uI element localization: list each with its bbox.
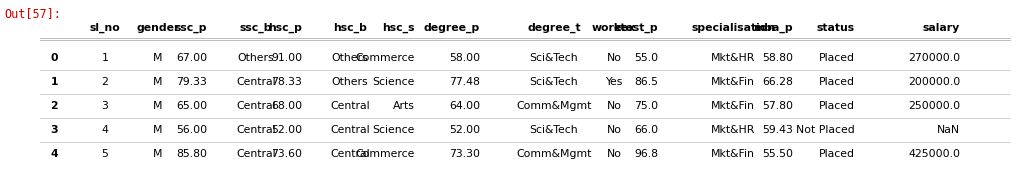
Text: Central: Central xyxy=(236,125,275,135)
Text: M: M xyxy=(153,101,163,111)
Text: 58.00: 58.00 xyxy=(449,53,480,63)
Text: Mkt&Fin: Mkt&Fin xyxy=(711,101,755,111)
Text: Commerce: Commerce xyxy=(356,149,415,159)
Text: M: M xyxy=(153,149,163,159)
Text: Others: Others xyxy=(331,53,369,63)
Text: 2: 2 xyxy=(51,101,58,111)
Text: 2: 2 xyxy=(102,77,109,87)
Text: Mkt&HR: Mkt&HR xyxy=(711,53,755,63)
Text: Central: Central xyxy=(330,125,370,135)
Text: Placed: Placed xyxy=(819,77,855,87)
Text: 96.8: 96.8 xyxy=(634,149,658,159)
Text: Out[57]:: Out[57]: xyxy=(4,7,61,20)
Text: NaN: NaN xyxy=(937,125,960,135)
Text: Placed: Placed xyxy=(819,101,855,111)
Text: salary: salary xyxy=(923,23,960,33)
Text: 55.50: 55.50 xyxy=(762,149,793,159)
Text: mba_p: mba_p xyxy=(754,23,793,33)
Text: Central: Central xyxy=(236,101,275,111)
Text: 65.00: 65.00 xyxy=(176,101,207,111)
Text: gender: gender xyxy=(136,23,180,33)
Text: Arts: Arts xyxy=(393,101,415,111)
Text: 425000.0: 425000.0 xyxy=(908,149,960,159)
Text: hsc_p: hsc_p xyxy=(268,23,302,33)
Text: degree_t: degree_t xyxy=(527,23,581,33)
Text: No: No xyxy=(607,149,622,159)
Text: 59.43: 59.43 xyxy=(762,125,793,135)
Text: ssc_p: ssc_p xyxy=(175,23,207,33)
Text: 68.00: 68.00 xyxy=(271,101,302,111)
Text: Sci&Tech: Sci&Tech xyxy=(529,77,578,87)
Text: 85.80: 85.80 xyxy=(176,149,207,159)
Text: Others: Others xyxy=(331,77,369,87)
Text: 3: 3 xyxy=(102,101,109,111)
Text: 73.60: 73.60 xyxy=(271,149,302,159)
Text: specialisation: specialisation xyxy=(691,23,775,33)
Text: etest_p: etest_p xyxy=(614,23,658,33)
Text: Central: Central xyxy=(236,77,275,87)
Text: 200000.0: 200000.0 xyxy=(907,77,960,87)
Text: 1: 1 xyxy=(102,53,109,63)
Text: 67.00: 67.00 xyxy=(176,53,207,63)
Text: No: No xyxy=(607,53,622,63)
Text: Placed: Placed xyxy=(819,53,855,63)
Text: 77.48: 77.48 xyxy=(449,77,480,87)
Text: hsc_b: hsc_b xyxy=(333,23,367,33)
Text: Commerce: Commerce xyxy=(356,53,415,63)
Text: Not Placed: Not Placed xyxy=(797,125,855,135)
Text: 5: 5 xyxy=(102,149,109,159)
Text: M: M xyxy=(153,77,163,87)
Text: Sci&Tech: Sci&Tech xyxy=(529,53,578,63)
Text: 73.30: 73.30 xyxy=(449,149,480,159)
Text: 58.80: 58.80 xyxy=(762,53,793,63)
Text: Comm&Mgmt: Comm&Mgmt xyxy=(516,149,591,159)
Text: Mkt&Fin: Mkt&Fin xyxy=(711,149,755,159)
Text: Placed: Placed xyxy=(819,149,855,159)
Text: 91.00: 91.00 xyxy=(271,53,302,63)
Text: 55.0: 55.0 xyxy=(634,53,658,63)
Text: Others: Others xyxy=(238,53,274,63)
Text: No: No xyxy=(607,125,622,135)
Text: 1: 1 xyxy=(51,77,58,87)
Text: 52.00: 52.00 xyxy=(449,125,480,135)
Text: Comm&Mgmt: Comm&Mgmt xyxy=(516,101,591,111)
Text: M: M xyxy=(153,53,163,63)
Text: No: No xyxy=(607,101,622,111)
Text: 56.00: 56.00 xyxy=(176,125,207,135)
Text: 0: 0 xyxy=(51,53,58,63)
Text: 250000.0: 250000.0 xyxy=(908,101,960,111)
Text: Sci&Tech: Sci&Tech xyxy=(529,125,578,135)
Text: 64.00: 64.00 xyxy=(449,101,480,111)
Text: 78.33: 78.33 xyxy=(271,77,302,87)
Text: 57.80: 57.80 xyxy=(762,101,793,111)
Text: Mkt&HR: Mkt&HR xyxy=(711,125,755,135)
Text: 75.0: 75.0 xyxy=(634,101,658,111)
Text: 4: 4 xyxy=(102,125,109,135)
Text: hsc_s: hsc_s xyxy=(382,23,415,33)
Text: 52.00: 52.00 xyxy=(271,125,302,135)
Text: status: status xyxy=(817,23,855,33)
Text: Central: Central xyxy=(330,101,370,111)
Text: Science: Science xyxy=(373,125,415,135)
Text: 3: 3 xyxy=(51,125,58,135)
Text: 66.28: 66.28 xyxy=(762,77,793,87)
Text: Central: Central xyxy=(330,149,370,159)
Text: degree_p: degree_p xyxy=(424,23,480,33)
Text: Mkt&Fin: Mkt&Fin xyxy=(711,77,755,87)
Text: Science: Science xyxy=(373,77,415,87)
Text: workex: workex xyxy=(592,23,636,33)
Text: Yes: Yes xyxy=(606,77,623,87)
Text: 270000.0: 270000.0 xyxy=(908,53,960,63)
Text: 66.0: 66.0 xyxy=(634,125,658,135)
Text: 86.5: 86.5 xyxy=(634,77,658,87)
Text: 4: 4 xyxy=(51,149,58,159)
Text: sl_no: sl_no xyxy=(89,23,120,33)
Text: 79.33: 79.33 xyxy=(176,77,207,87)
Text: M: M xyxy=(153,125,163,135)
Text: ssc_b: ssc_b xyxy=(240,23,272,33)
Text: Central: Central xyxy=(236,149,275,159)
